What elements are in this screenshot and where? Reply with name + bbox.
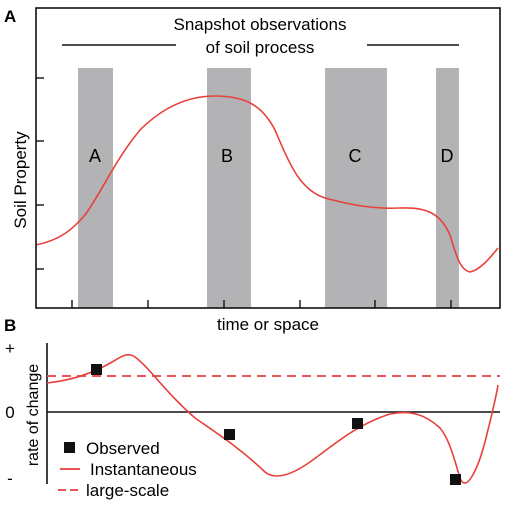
tick-zero: 0	[5, 403, 14, 422]
legend-large-scale-label: large-scale	[86, 481, 169, 500]
observed-marker-a	[91, 364, 102, 375]
instantaneous-curve	[46, 354, 499, 484]
snapshot-label-d: D	[441, 146, 454, 166]
panel-b-label: B	[4, 316, 16, 335]
observed-marker-c	[352, 418, 363, 429]
snapshot-band-d	[436, 68, 459, 308]
legend-observed-label: Observed	[86, 439, 160, 458]
snapshot-band-b	[207, 68, 251, 308]
observed-marker-d	[450, 474, 461, 485]
panel-a-label: A	[4, 7, 16, 26]
snapshot-band-c	[325, 68, 387, 308]
soil-property-curve	[35, 95, 499, 273]
panel-b-ylabel: rate of change	[25, 364, 42, 466]
observed-marker-b	[224, 429, 235, 440]
snapshot-label-c: C	[349, 146, 362, 166]
snapshot-label-b: B	[221, 146, 233, 166]
legend-instantaneous-label: Instantaneous	[90, 460, 197, 479]
legend: Observed Instantaneous large-scale	[58, 439, 197, 500]
panel-a-ylabel: Soil Property	[11, 131, 30, 229]
tick-minus: -	[7, 469, 13, 488]
snapshot-label-a: A	[89, 146, 101, 166]
legend-observed-marker	[64, 442, 75, 453]
panel-a-title-line1: Snapshot observations	[174, 15, 347, 34]
snapshot-band-a	[78, 68, 113, 308]
panel-a-frame	[35, 7, 501, 309]
panel-a-title-line2: of soil process	[206, 38, 315, 57]
panel-a-xlabel: time or space	[217, 315, 319, 334]
tick-plus: +	[5, 339, 15, 358]
